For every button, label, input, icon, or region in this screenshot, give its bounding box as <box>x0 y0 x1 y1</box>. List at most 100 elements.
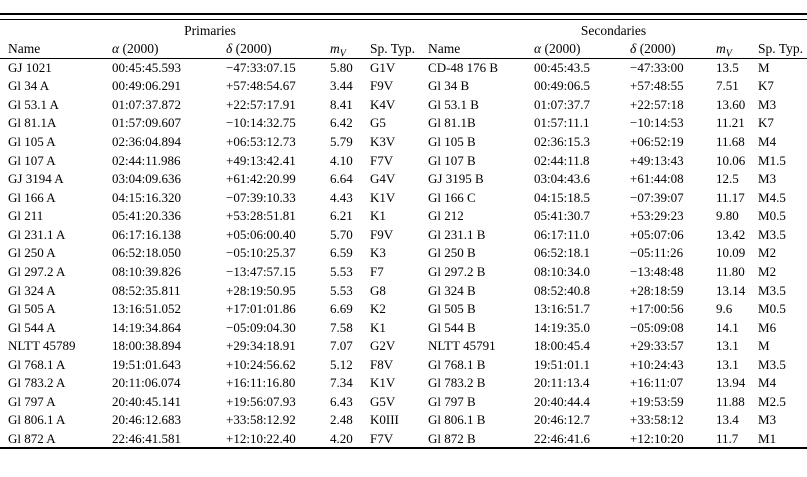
primary-mv-cell: 5.53 <box>330 263 353 279</box>
primary-sp-cell: K3 <box>370 245 386 261</box>
secondary-ra-cell: 01:07:37.7 <box>534 96 591 112</box>
table-row: Gl 81.1A 01:57:09.607 −10:14:32.75 6.42 G5 Gl… <box>0 114 807 133</box>
primary-name-cell: Gl 107 A <box>8 152 56 168</box>
primary-sp-cell: K0III <box>370 412 399 428</box>
secondary-dec-cell: +61:44:08 <box>630 171 684 187</box>
table-row: Gl 250 A 06:52:18.050 −05:10:25.37 6.59 K3 Gl… <box>0 244 807 263</box>
secondary-sp-cell: M <box>758 60 770 76</box>
mv-subscript: V <box>725 48 732 59</box>
table-row: Gl 53.1 A 01:07:37.872 +22:57:17.91 8.41 K4V… <box>0 96 807 115</box>
secondary-sp-cell: M2.5 <box>758 393 786 409</box>
secondary-dec-cell: +12:10:20 <box>630 430 684 446</box>
secondary-name-cell: Gl 768.1 B <box>428 356 486 372</box>
secondary-sp-cell: M0.5 <box>758 301 786 317</box>
secondary-sp-cell: M2 <box>758 245 777 261</box>
primary-mv-cell: 4.10 <box>330 152 353 168</box>
primary-ra-cell: 20:46:12.683 <box>112 412 181 428</box>
secondary-mv-cell: 13.14 <box>716 282 746 298</box>
table-row: Gl 211 05:41:20.336 +53:28:51.81 6.21 K1 Gl 2… <box>0 207 807 226</box>
secondary-dec-cell: +29:33:57 <box>630 338 684 354</box>
table-row: Gl 544 A 14:19:34.864 −05:09:04.30 7.58 K1 Gl… <box>0 318 807 337</box>
primary-name-cell: Gl 768.1 A <box>8 356 66 372</box>
delta-symbol: δ <box>630 40 637 56</box>
primary-mv-cell: 2.48 <box>330 412 353 428</box>
secondary-dec-cell: +19:53:59 <box>630 393 684 409</box>
primary-mv-cell: 5.80 <box>330 60 353 76</box>
table-row: Gl 768.1 A 19:51:01.643 +10:24:56.62 5.12 F8… <box>0 356 807 375</box>
top-rule-outer <box>0 13 807 15</box>
primary-sp-cell: F7V <box>370 430 394 446</box>
primary-name-cell: Gl 231.1 A <box>8 226 66 242</box>
secondary-name-cell: Gl 797 B <box>428 393 476 409</box>
secondary-mv-cell: 10.09 <box>716 245 746 261</box>
primary-name-cell: Gl 806.1 A <box>8 412 66 428</box>
primary-ra-cell: 08:10:39.826 <box>112 263 181 279</box>
primary-name-cell: Gl 53.1 A <box>8 96 59 112</box>
secondary-sp-cell: M <box>758 338 770 354</box>
secondary-mv-cell: 12.5 <box>716 171 739 187</box>
secondary-mv-cell: 7.51 <box>716 78 739 94</box>
table-row: Gl 872 A 22:46:41.581 +12:10:22.40 4.20 F7V G… <box>0 430 807 449</box>
primary-mv-cell: 6.69 <box>330 301 353 317</box>
primary-mv-cell: 6.43 <box>330 393 353 409</box>
secondary-ra-cell: 14:19:35.0 <box>534 319 591 335</box>
secondary-mv-cell: 13.94 <box>716 375 746 391</box>
primary-sp-cell: K1V <box>370 189 396 205</box>
secondary-ra-cell: 01:57:11.1 <box>534 115 590 131</box>
secondary-mv-cell: 13.1 <box>716 356 739 372</box>
secondary-dec-header: δ (2000) <box>622 39 709 59</box>
secondary-ra-header: α (2000) <box>526 39 623 59</box>
secondary-sp-cell: K7 <box>758 115 774 131</box>
primary-mv-cell: 5.12 <box>330 356 353 372</box>
secondary-name-cell: CD-48 176 B <box>428 60 499 76</box>
secondary-mv-cell: 13.60 <box>716 96 746 112</box>
secondary-dec-cell: −47:33:00 <box>630 60 684 76</box>
secondary-dec-cell: +28:18:59 <box>630 282 684 298</box>
primary-sp-cell: G5V <box>370 393 396 409</box>
secondary-mv-cell: 13.5 <box>716 60 739 76</box>
secondary-mv-cell: 13.42 <box>716 226 746 242</box>
binary-star-table: Primaries Secondaries Name α (2000) δ (2… <box>0 20 807 450</box>
primary-dec-cell: +61:42:20.99 <box>226 171 296 187</box>
secondary-sptyp-header: Sp. Typ. <box>750 39 807 59</box>
primary-dec-cell: +29:34:18.91 <box>226 338 296 354</box>
primary-name-cell: Gl 544 A <box>8 319 56 335</box>
primary-dec-cell: +22:57:17.91 <box>226 96 296 112</box>
primary-dec-cell: −05:09:04.30 <box>226 319 296 335</box>
primary-sp-cell: K4V <box>370 96 396 112</box>
secondary-name-cell: Gl 783.2 B <box>428 375 486 391</box>
primary-ra-cell: 22:46:41.581 <box>112 430 181 446</box>
primary-dec-cell: +10:24:56.62 <box>226 356 296 372</box>
primary-mv-cell: 5.79 <box>330 134 353 150</box>
primary-ra-cell: 14:19:34.864 <box>112 319 181 335</box>
primary-mv-cell: 4.43 <box>330 189 353 205</box>
secondary-mv-cell: 11.80 <box>716 263 745 279</box>
secondary-name-cell: Gl 324 B <box>428 282 476 298</box>
secondary-name-cell: Gl 297.2 B <box>428 263 486 279</box>
primary-dec-cell: +19:56:07.93 <box>226 393 296 409</box>
mv-letter: m <box>716 40 726 56</box>
primary-dec-cell: +53:28:51.81 <box>226 208 296 224</box>
secondary-ra-cell: 08:52:40.8 <box>534 282 591 298</box>
primary-ra-cell: 05:41:20.336 <box>112 208 181 224</box>
primary-mv-cell: 3.44 <box>330 78 353 94</box>
secondary-dec-cell: +49:13:43 <box>630 152 684 168</box>
primary-ra-cell: 00:49:06.291 <box>112 78 181 94</box>
primary-name-cell: Gl 324 A <box>8 282 56 298</box>
primary-name-header: Name <box>0 39 104 59</box>
primary-mv-cell: 6.21 <box>330 208 353 224</box>
secondary-dec-cell: +06:52:19 <box>630 134 684 150</box>
secondary-sp-cell: M1.5 <box>758 152 786 168</box>
column-header-row: Name α (2000) δ (2000) mV Sp. Typ. Name … <box>0 39 807 59</box>
primary-name-cell: GJ 3194 A <box>8 171 64 187</box>
primary-dec-cell: −10:14:32.75 <box>226 115 296 131</box>
table-row: Gl 797 A 20:40:45.141 +19:56:07.93 6.43 G5V G… <box>0 393 807 412</box>
secondary-mv-header: mV <box>708 39 751 59</box>
primary-sp-cell: G5 <box>370 115 386 131</box>
primary-name-cell: Gl 872 A <box>8 430 56 446</box>
secondary-ra-cell: 02:36:15.3 <box>534 134 591 150</box>
primary-name-cell: Gl 505 A <box>8 301 56 317</box>
secondary-name-cell: GJ 3195 B <box>428 171 484 187</box>
primary-sptyp-header: Sp. Typ. <box>362 39 421 59</box>
secondary-name-cell: Gl 250 B <box>428 245 476 261</box>
